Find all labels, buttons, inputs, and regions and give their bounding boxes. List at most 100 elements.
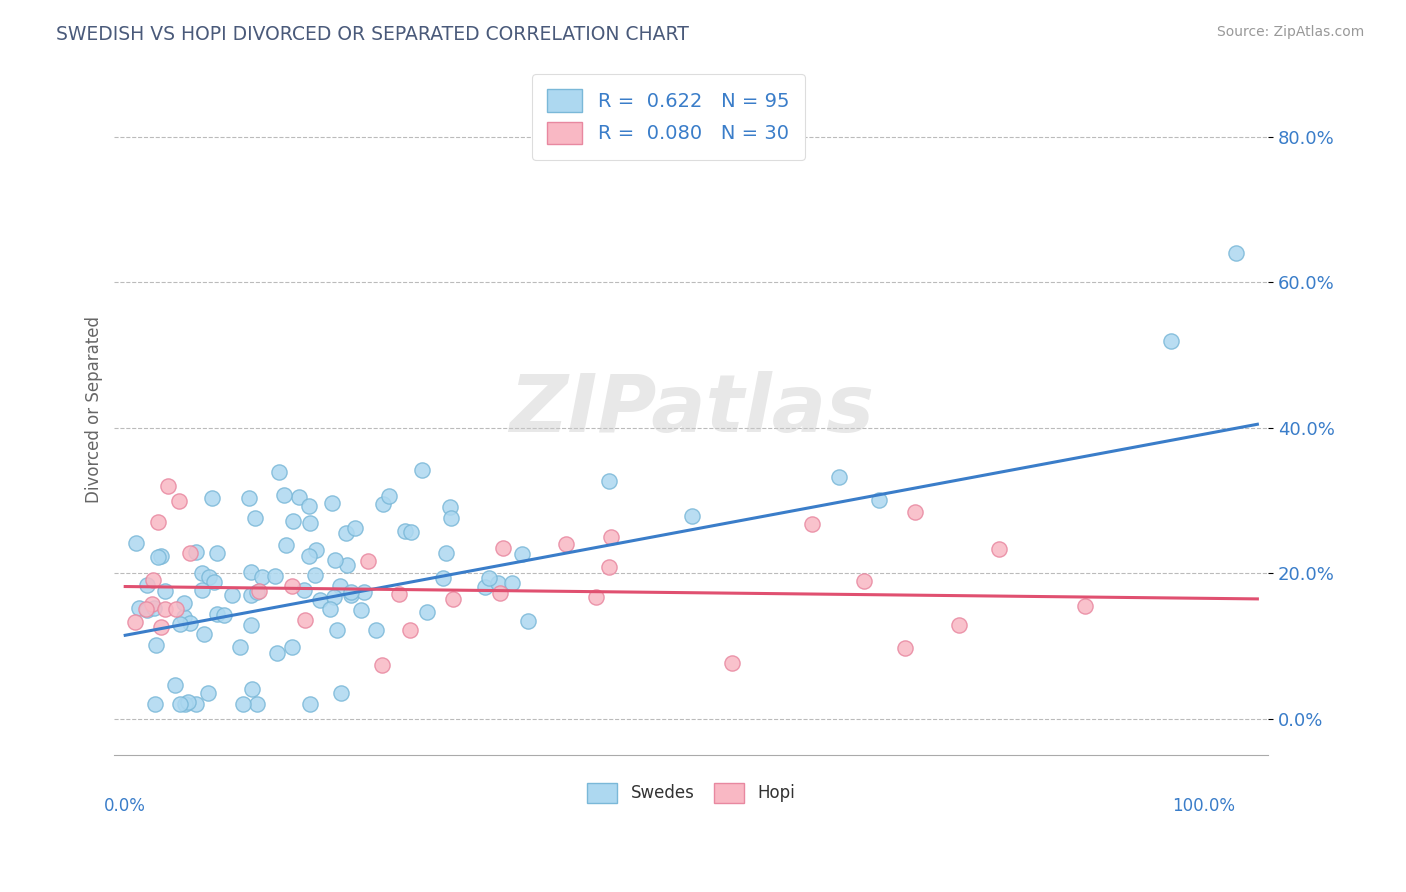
- Point: [149, 619, 172, 633]
- Text: Source: ZipAtlas.com: Source: ZipAtlas.com: [1216, 25, 1364, 39]
- Legend: Swedes, Hopi: Swedes, Hopi: [581, 777, 801, 809]
- Point: [169, 617, 191, 632]
- Point: [501, 576, 523, 591]
- Point: [904, 505, 927, 519]
- Point: [681, 508, 703, 523]
- Point: [304, 568, 326, 582]
- Point: [142, 573, 165, 587]
- Point: [136, 578, 159, 592]
- Point: [585, 590, 607, 604]
- Point: [173, 596, 195, 610]
- Point: [350, 603, 373, 617]
- Point: [146, 549, 169, 564]
- Point: [411, 463, 433, 477]
- Point: [238, 491, 260, 506]
- Point: [800, 516, 823, 531]
- Point: [193, 626, 215, 640]
- Point: [155, 584, 177, 599]
- Point: [1074, 599, 1097, 613]
- Point: [554, 537, 576, 551]
- Point: [250, 570, 273, 584]
- Point: [124, 615, 146, 630]
- Point: [191, 582, 214, 597]
- Point: [243, 511, 266, 525]
- Point: [598, 559, 620, 574]
- Point: [987, 542, 1010, 557]
- Point: [274, 538, 297, 552]
- Point: [179, 616, 201, 631]
- Point: [517, 614, 540, 628]
- Point: [232, 698, 254, 712]
- Point: [221, 588, 243, 602]
- Point: [378, 489, 401, 503]
- Point: [853, 574, 876, 589]
- Point: [415, 605, 437, 619]
- Point: [894, 641, 917, 656]
- Point: [868, 493, 890, 508]
- Point: [136, 603, 159, 617]
- Point: [245, 585, 267, 599]
- Point: [329, 579, 352, 593]
- Point: [1160, 334, 1182, 348]
- Point: [486, 576, 509, 591]
- Point: [167, 493, 190, 508]
- Point: [212, 608, 235, 623]
- Point: [441, 591, 464, 606]
- Point: [240, 682, 263, 697]
- Point: [229, 640, 252, 654]
- Point: [1225, 246, 1247, 260]
- Text: 0.0%: 0.0%: [104, 797, 146, 814]
- Point: [373, 497, 395, 511]
- Point: [309, 592, 332, 607]
- Point: [135, 601, 157, 615]
- Point: [281, 579, 304, 593]
- Point: [510, 548, 533, 562]
- Point: [371, 657, 394, 672]
- Point: [340, 588, 363, 602]
- Point: [125, 536, 148, 550]
- Point: [266, 646, 288, 660]
- Point: [440, 511, 463, 525]
- Point: [247, 584, 270, 599]
- Point: [201, 491, 224, 505]
- Point: [298, 516, 321, 530]
- Point: [298, 549, 321, 563]
- Point: [474, 580, 496, 594]
- Point: [205, 607, 228, 621]
- Point: [288, 490, 311, 504]
- Point: [240, 617, 263, 632]
- Point: [720, 656, 742, 670]
- Point: [325, 623, 347, 637]
- Point: [267, 465, 290, 479]
- Point: [246, 698, 269, 712]
- Point: [142, 601, 165, 615]
- Point: [335, 525, 357, 540]
- Text: SWEDISH VS HOPI DIVORCED OR SEPARATED CORRELATION CHART: SWEDISH VS HOPI DIVORCED OR SEPARATED CO…: [56, 25, 689, 44]
- Point: [292, 583, 315, 598]
- Point: [283, 514, 305, 528]
- Point: [280, 640, 302, 655]
- Point: [329, 685, 352, 699]
- Point: [828, 470, 851, 484]
- Text: ZIPatlas: ZIPatlas: [509, 371, 873, 449]
- Point: [146, 516, 169, 530]
- Point: [165, 602, 187, 616]
- Point: [173, 610, 195, 624]
- Point: [143, 697, 166, 711]
- Point: [439, 500, 461, 515]
- Point: [599, 530, 621, 544]
- Point: [478, 571, 501, 585]
- Point: [399, 623, 422, 637]
- Point: [186, 545, 208, 559]
- Point: [434, 546, 457, 560]
- Point: [323, 553, 346, 567]
- Point: [197, 686, 219, 700]
- Point: [492, 541, 515, 556]
- Point: [353, 585, 375, 599]
- Point: [323, 590, 346, 604]
- Point: [344, 521, 367, 535]
- Point: [145, 638, 167, 652]
- Point: [197, 570, 219, 584]
- Point: [141, 597, 163, 611]
- Y-axis label: Divorced or Separated: Divorced or Separated: [86, 316, 103, 503]
